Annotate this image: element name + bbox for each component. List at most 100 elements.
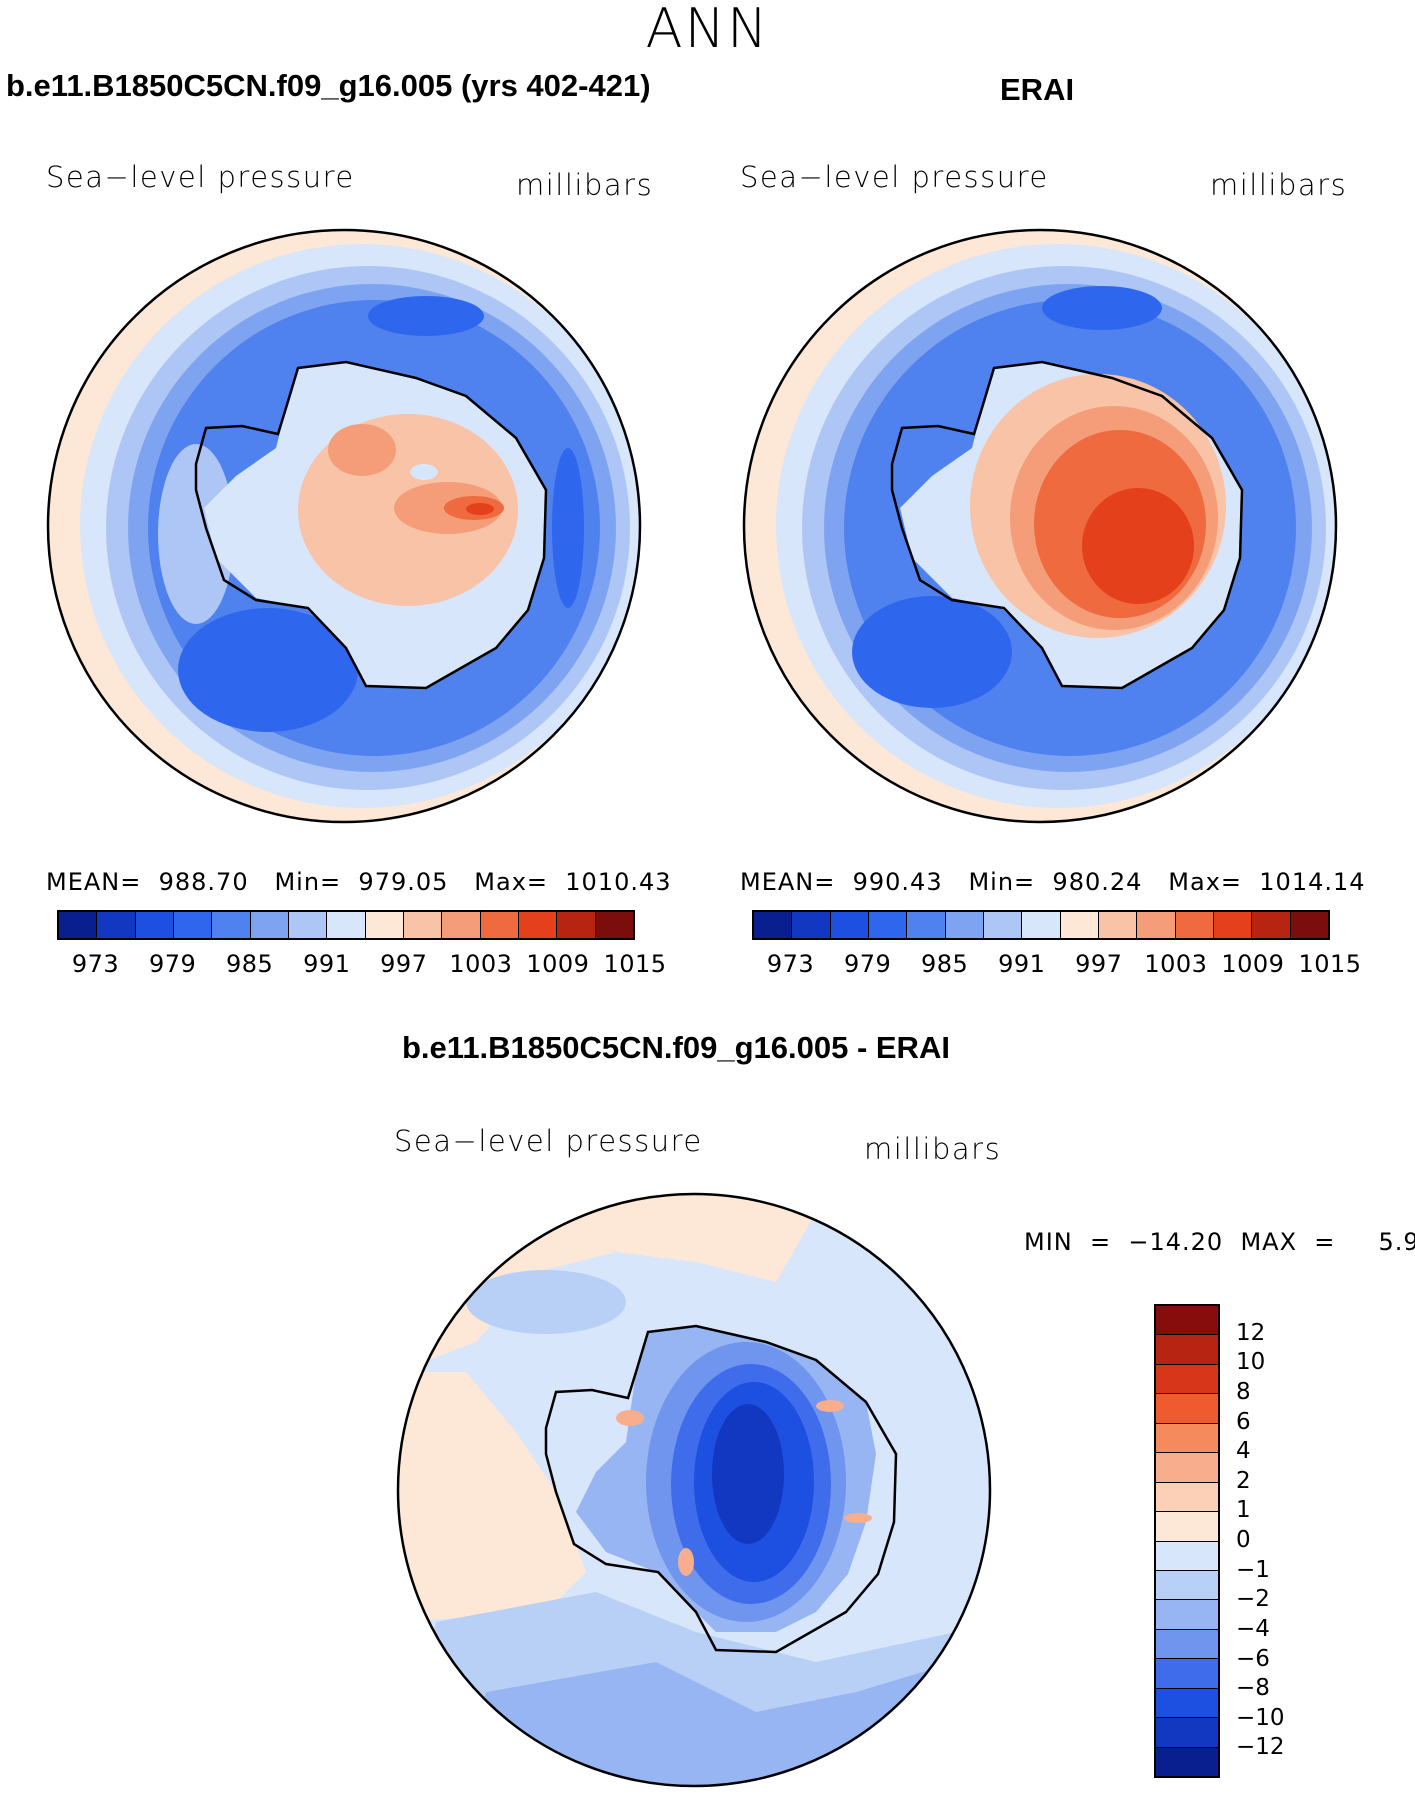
colorbar-tick-label: 12 (1236, 1319, 1266, 1346)
colorbar-tick-label: −4 (1236, 1615, 1270, 1642)
panel1-map (46, 228, 642, 824)
map-field (712, 1404, 784, 1544)
panel3-units: millibars (864, 1132, 1002, 1166)
colorbar-swatch (1252, 912, 1291, 938)
colorbar-tick-label: 1 (1236, 1497, 1251, 1524)
panel3-colorbar (1154, 1304, 1220, 1778)
map-field (328, 424, 396, 476)
colorbar-tick-label: 2 (1236, 1467, 1251, 1494)
colorbar-swatch (945, 912, 984, 938)
colorbar-swatch (1156, 1512, 1218, 1542)
panel2-colorbar (752, 910, 1330, 940)
colorbar-swatch (1156, 1335, 1218, 1365)
colorbar-tick-label: 1009 (1221, 950, 1285, 978)
map-border (46, 228, 642, 824)
panel2-variable: Sea−level pressure (740, 160, 1049, 194)
colorbar-tick-label: 8 (1236, 1378, 1251, 1405)
map-field (816, 1400, 844, 1412)
colorbar-swatch (1156, 1718, 1218, 1748)
panel2-map (742, 228, 1338, 824)
colorbar-tick-label: 991 (303, 950, 351, 978)
colorbar-swatch (1156, 1423, 1218, 1454)
panel3-title: b.e11.B1850C5CN.f09_g16.005 - ERAI (402, 1030, 950, 1065)
colorbar-swatch (1137, 912, 1176, 938)
map-field (178, 608, 358, 732)
colorbar-swatch (212, 912, 251, 938)
colorbar-tick-label: 985 (921, 950, 969, 978)
colorbar-tick-label: −1 (1236, 1556, 1270, 1583)
colorbar-tick-label: 1003 (1144, 950, 1208, 978)
colorbar-tick-label: −2 (1236, 1586, 1270, 1613)
colorbar-swatch (1060, 912, 1099, 938)
colorbar-tick-label: 0 (1236, 1527, 1251, 1553)
panel3-map (396, 1192, 992, 1788)
map-field (1082, 488, 1194, 604)
panel1-title: b.e11.B1850C5CN.f09_g16.005 (yrs 402-421… (6, 68, 651, 103)
map-field (410, 464, 438, 480)
coastline (890, 360, 1244, 690)
colorbar-tick-label: −8 (1236, 1675, 1270, 1702)
colorbar-tick-label: −12 (1236, 1734, 1285, 1761)
colorbar-swatch (1156, 1659, 1218, 1689)
colorbar-swatch (792, 912, 831, 938)
colorbar-swatch (1098, 912, 1138, 938)
panel2-title: ERAI (1000, 72, 1075, 107)
map-field (1042, 286, 1162, 330)
colorbar-swatch (365, 912, 404, 938)
colorbar-swatch (288, 912, 328, 938)
panel1-units: millibars (516, 168, 654, 202)
colorbar-swatch (1156, 1306, 1218, 1336)
map-border (742, 228, 1338, 824)
colorbar-swatch (173, 912, 213, 938)
season-title: ANN (645, 0, 770, 60)
colorbar-tick-label: 979 (843, 950, 892, 978)
colorbar-swatch (1290, 912, 1328, 938)
colorbar-tick-label: 1015 (603, 950, 667, 978)
map-field (368, 296, 484, 336)
colorbar-swatch (1156, 1747, 1218, 1776)
colorbar-swatch (595, 912, 633, 938)
map-field (678, 1548, 694, 1576)
colorbar-tick-label: 1009 (526, 950, 590, 978)
panel3-colorbar-ticks: 12 10 8 6 4 2 1 0 −1 −2 −4 −6 −8 −10 −12 (1236, 1304, 1316, 1778)
panel1-colorbar-ticks: 973 979 985 991 997 1003 1009 1015 (57, 950, 666, 980)
coastline (544, 1324, 898, 1654)
colorbar-swatch (1156, 1364, 1218, 1395)
map-field (844, 1513, 872, 1523)
map-field (552, 448, 584, 608)
colorbar-tick-label: 4 (1236, 1438, 1251, 1465)
colorbar-swatch (1022, 912, 1061, 938)
colorbar-tick-label: −6 (1236, 1645, 1270, 1672)
colorbar-swatch (830, 912, 869, 938)
panel2-units: millibars (1210, 168, 1348, 202)
colorbar-swatch (59, 912, 98, 938)
colorbar-tick-label: 10 (1236, 1349, 1266, 1376)
colorbar-swatch (1156, 1570, 1218, 1601)
colorbar-swatch (135, 912, 174, 938)
colorbar-tick-label: 1003 (449, 950, 513, 978)
colorbar-tick-label: 997 (1075, 950, 1123, 978)
colorbar-tick-label: 973 (71, 950, 120, 978)
colorbar-swatch (1156, 1541, 1218, 1571)
colorbar-tick-label: 979 (148, 950, 197, 978)
colorbar-swatch (868, 912, 908, 938)
colorbar-swatch (1156, 1688, 1218, 1719)
map-field (616, 1410, 644, 1426)
colorbar-swatch (1175, 912, 1214, 938)
colorbar-swatch (518, 912, 558, 938)
colorbar-swatch (557, 912, 596, 938)
map-field (466, 1270, 626, 1334)
colorbar-swatch (1156, 1600, 1218, 1630)
panel2-colorbar-ticks: 973 979 985 991 997 1003 1009 1015 (752, 950, 1361, 980)
colorbar-tick-label: 973 (766, 950, 815, 978)
map-field (852, 596, 1012, 708)
colorbar-swatch (907, 912, 946, 938)
panel2-stats: MEAN= 990.43 Min= 980.24 Max= 1014.14 (740, 868, 1366, 896)
colorbar-tick-label: 997 (380, 950, 428, 978)
map-border (396, 1192, 992, 1788)
colorbar-tick-label: 991 (998, 950, 1046, 978)
panel3-variable: Sea−level pressure (394, 1124, 703, 1158)
map-field (398, 1194, 990, 1372)
colorbar-swatch (327, 912, 366, 938)
colorbar-swatch (403, 912, 443, 938)
